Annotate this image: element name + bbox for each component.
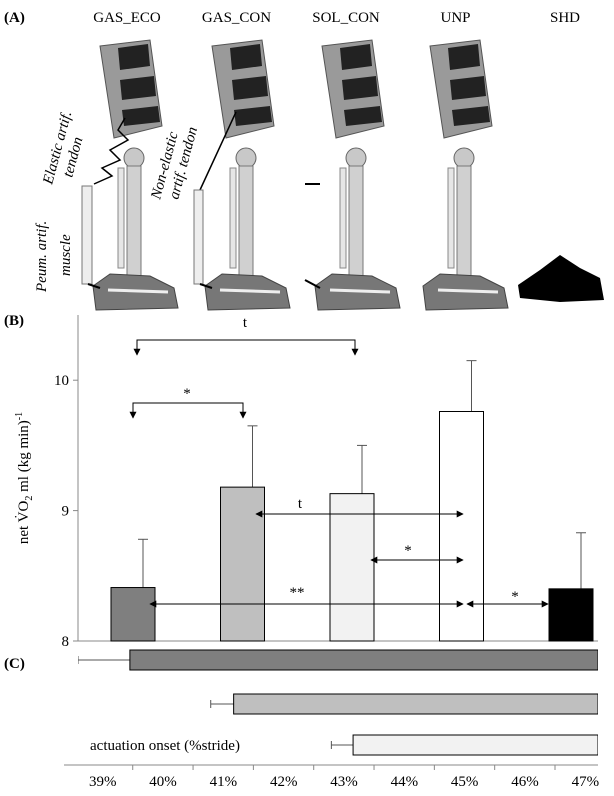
significance-label: t [243,315,248,331]
y-label-part: -1 [14,412,25,420]
prosthesis [315,40,400,310]
x-tick-label: 45% [451,774,479,790]
bar [353,735,598,755]
shoe [518,255,604,302]
category-label: SOL_CON [312,10,380,26]
bar [440,411,484,641]
x-tick-label: 41% [210,774,238,790]
significance-bracket [137,340,355,355]
bar [130,650,598,670]
x-tick-label: 46% [511,774,539,790]
category-label: UNP [440,10,470,26]
annotation: Peum. artif. [34,221,50,293]
significance-label: ** [290,585,305,601]
x-tick-label: 42% [270,774,298,790]
y-label-part: ml (kg min) [16,420,32,495]
category-label: SHD [550,10,580,26]
y-label-part: net V̇O [15,500,32,544]
x-tick-label: 43% [330,774,358,790]
panel-label: (B) [4,313,24,329]
significance-label: t [298,496,303,512]
category-label: GAS_CON [202,10,271,26]
significance-label: * [183,386,191,402]
prosthesis [205,40,290,310]
annotation: muscle [58,234,74,276]
significance-bracket [133,403,243,418]
y-axis-label: net V̇O2 ml (kg min)-1 [14,412,35,544]
x-tick-label: 40% [149,774,177,790]
significance-label: * [404,543,412,559]
x-tick-label: 47% [572,774,600,790]
x-tick-label: 44% [391,774,419,790]
y-tick-label: 10 [54,373,69,389]
category-label: GAS_ECO [93,10,161,26]
significance-label: * [511,589,519,605]
bar [549,589,593,641]
bar [221,487,265,641]
y-tick-label: 8 [62,634,70,650]
muscle [82,186,92,284]
panel-label: (A) [4,10,25,26]
x-tick-label: 39% [89,774,117,790]
x-axis-label: actuation onset (%stride) [90,738,240,754]
prosthesis [423,40,508,310]
bar [234,694,598,714]
bar [111,588,155,641]
panel-label: (C) [4,656,25,672]
bar [330,494,374,641]
muscle [194,190,203,284]
figure: (A) Elastic artif. tendon Non-elastic ar… [0,0,614,796]
y-tick-label: 9 [62,504,70,520]
